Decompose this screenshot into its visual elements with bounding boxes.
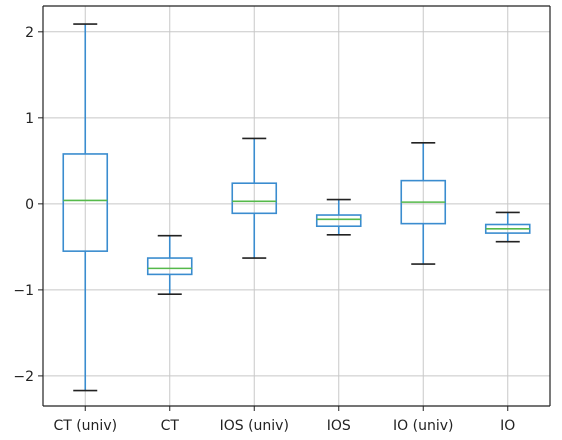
x-tick-label: IO [500,418,515,434]
y-tick-label: 2 [25,25,34,41]
y-tick-label: −1 [13,283,34,299]
y-tick-label: 1 [25,111,34,127]
box-group [315,198,362,236]
grid-layer [43,6,550,406]
x-tick-label: IOS [327,418,351,434]
box-group [484,211,531,243]
y-tick-label: 0 [25,197,34,213]
labels-layer: −2 −1 0 1 2 CT (univ) CT IOS (univ) IOS IO (univ)… [13,25,515,434]
box-group [231,137,278,259]
y-tick-label: −2 [13,369,34,385]
x-tick-label: CT [161,418,180,434]
iqr-box [62,153,109,252]
box-group [62,23,109,392]
box-group [400,141,447,265]
iqr-box [231,182,278,215]
iqr-box [315,214,362,228]
iqr-box [146,257,193,276]
x-tick-label: IO (univ) [393,418,453,434]
axes-layer [38,5,551,411]
box-group [146,234,193,295]
x-tick-label: CT (univ) [53,418,117,434]
x-tick-label: IOS (univ) [220,418,289,434]
boxes-layer [62,23,531,392]
